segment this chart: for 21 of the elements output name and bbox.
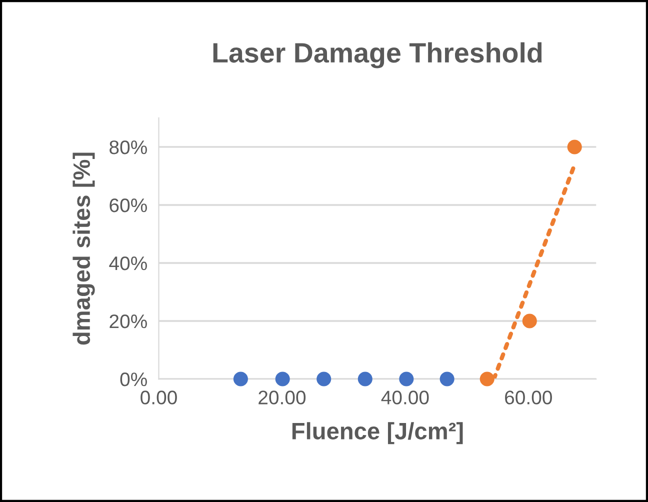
point (440, 372, 454, 386)
y-tick-label: 80% (110, 140, 147, 154)
x-axis-title: Fluence [J/cm²] (292, 422, 463, 444)
point (522, 314, 537, 328)
point (275, 372, 290, 386)
point (567, 140, 582, 154)
x-tick-label: 60.00 (505, 390, 552, 404)
point (233, 372, 248, 386)
x-tick-label: 40.00 (381, 390, 429, 404)
point (399, 372, 414, 386)
point (316, 372, 332, 386)
y-tick-label: 20% (110, 314, 147, 328)
x-tick-label: 0.00 (140, 390, 177, 404)
x-tick-label: 20.00 (258, 390, 306, 404)
point (358, 372, 372, 386)
y-tick-label: 40% (109, 256, 147, 270)
y-axis-title: dmaged sites [%] (72, 152, 95, 345)
point (480, 372, 494, 386)
chart-title: Laser Damage Threshold (213, 42, 542, 68)
y-tick-label: 0% (120, 372, 147, 386)
y-tick-label: 60% (110, 198, 147, 212)
